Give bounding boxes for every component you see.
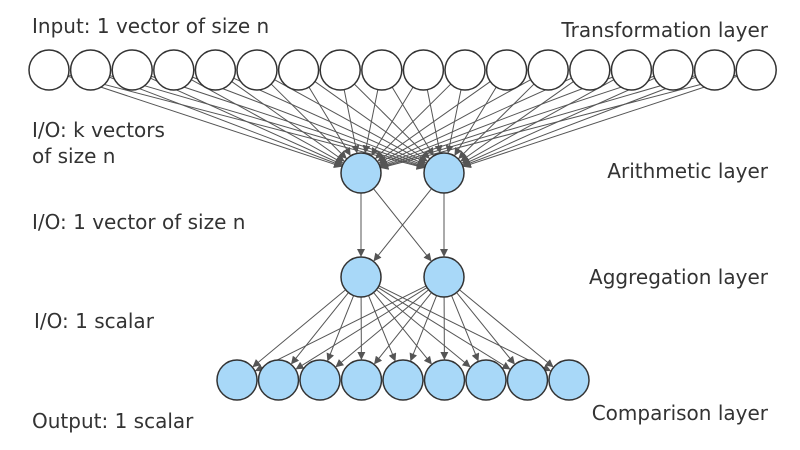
transformation-node bbox=[69, 49, 112, 91]
edge-transformation-to-arithmetic bbox=[462, 75, 738, 169]
edge-aggregation-to-comparison bbox=[409, 295, 438, 362]
edge-transformation-to-arithmetic bbox=[314, 81, 428, 162]
edge-transformation-to-arithmetic bbox=[343, 89, 360, 154]
edge-transformation-to-arithmetic bbox=[380, 75, 696, 170]
edge-transformation-to-arithmetic bbox=[380, 74, 737, 170]
transformation-node bbox=[194, 49, 237, 91]
output-label: Output: 1 scalar bbox=[32, 409, 194, 433]
comparison-node bbox=[548, 359, 590, 401]
edge-transformation-to-arithmetic bbox=[426, 89, 443, 154]
comparison-node bbox=[257, 359, 300, 401]
edge-transformation-to-arithmetic bbox=[379, 75, 655, 169]
edge-transformation-to-arithmetic bbox=[109, 76, 343, 167]
input-label: Input: 1 vector of size n bbox=[32, 14, 269, 38]
nodes-group bbox=[28, 49, 777, 401]
transformation-node bbox=[361, 49, 403, 91]
edge-transformation-to-arithmetic bbox=[375, 83, 452, 159]
edge-aggregation-to-comparison bbox=[254, 285, 427, 372]
transformation-node bbox=[569, 49, 611, 91]
edge-aggregation-to-comparison bbox=[291, 292, 349, 365]
comparison-node bbox=[423, 359, 466, 401]
edge-transformation-to-arithmetic bbox=[270, 83, 347, 159]
io-vector-label: I/O: 1 vector of size n bbox=[32, 210, 245, 234]
edge-transformation-to-arithmetic bbox=[378, 79, 531, 164]
transformation-layer-label: Transformation layer bbox=[560, 18, 768, 42]
edge-aggregation-to-comparison bbox=[374, 292, 432, 365]
edge-transformation-to-arithmetic bbox=[67, 75, 343, 169]
edge-transformation-to-arithmetic bbox=[462, 76, 697, 167]
transformation-node bbox=[527, 49, 569, 91]
transformation-node bbox=[277, 49, 320, 91]
edge-transformation-to-arithmetic bbox=[379, 77, 572, 166]
transformation-node bbox=[319, 49, 361, 91]
edge-transformation-to-arithmetic bbox=[231, 81, 345, 162]
edge-transformation-to-arithmetic bbox=[191, 79, 344, 164]
edge-aggregation-to-comparison bbox=[295, 287, 428, 370]
arithmetic-node bbox=[423, 152, 465, 194]
transformation-node bbox=[402, 49, 445, 91]
transformation-node bbox=[444, 49, 486, 91]
io-k-vectors-label-line1: I/O: k vectors bbox=[32, 118, 165, 142]
edge-transformation-to-arithmetic bbox=[354, 83, 430, 159]
aggregation-layer-label: Aggregation layer bbox=[589, 265, 769, 289]
transformation-node bbox=[111, 49, 153, 91]
comparison-node bbox=[506, 359, 549, 401]
edge-aggregation-to-comparison bbox=[456, 292, 515, 365]
transformation-node bbox=[735, 49, 777, 91]
comparison-node bbox=[465, 359, 507, 401]
aggregation-node bbox=[423, 256, 465, 298]
transformation-node bbox=[153, 49, 195, 91]
transformation-node bbox=[652, 49, 694, 91]
comparison-node bbox=[216, 359, 258, 401]
edge-transformation-to-arithmetic bbox=[377, 81, 491, 162]
io-scalar-label: I/O: 1 scalar bbox=[34, 309, 155, 333]
edge-aggregation-to-comparison bbox=[451, 295, 480, 362]
arithmetic-node bbox=[340, 152, 382, 194]
arithmetic-layer-label: Arithmetic layer bbox=[607, 159, 768, 183]
edge-arithmetic-to-aggregation bbox=[373, 188, 432, 262]
labels-group: Input: 1 vector of size n Transformation… bbox=[32, 14, 769, 433]
edge-transformation-to-arithmetic bbox=[371, 86, 414, 156]
transformation-node bbox=[610, 49, 653, 91]
transformation-node bbox=[28, 49, 70, 91]
io-k-vectors-label-line2: of size n bbox=[32, 144, 115, 168]
transformation-node bbox=[693, 49, 736, 91]
edge-transformation-to-arithmetic bbox=[150, 77, 343, 166]
comparison-node bbox=[299, 359, 341, 401]
edge-transformation-to-arithmetic bbox=[308, 86, 351, 156]
edge-aggregation-to-comparison bbox=[459, 289, 554, 368]
comparison-node bbox=[340, 359, 383, 401]
transformation-node bbox=[236, 49, 278, 91]
aggregation-node bbox=[340, 256, 382, 298]
edge-aggregation-to-comparison bbox=[335, 289, 429, 368]
comparison-layer-label: Comparison layer bbox=[592, 401, 769, 425]
transformation-node bbox=[485, 49, 528, 91]
edge-transformation-to-arithmetic bbox=[362, 89, 379, 154]
edges-group bbox=[67, 74, 738, 372]
edge-transformation-to-arithmetic bbox=[379, 76, 613, 167]
edge-aggregation-to-comparison bbox=[252, 289, 346, 368]
comparison-node bbox=[382, 359, 424, 401]
